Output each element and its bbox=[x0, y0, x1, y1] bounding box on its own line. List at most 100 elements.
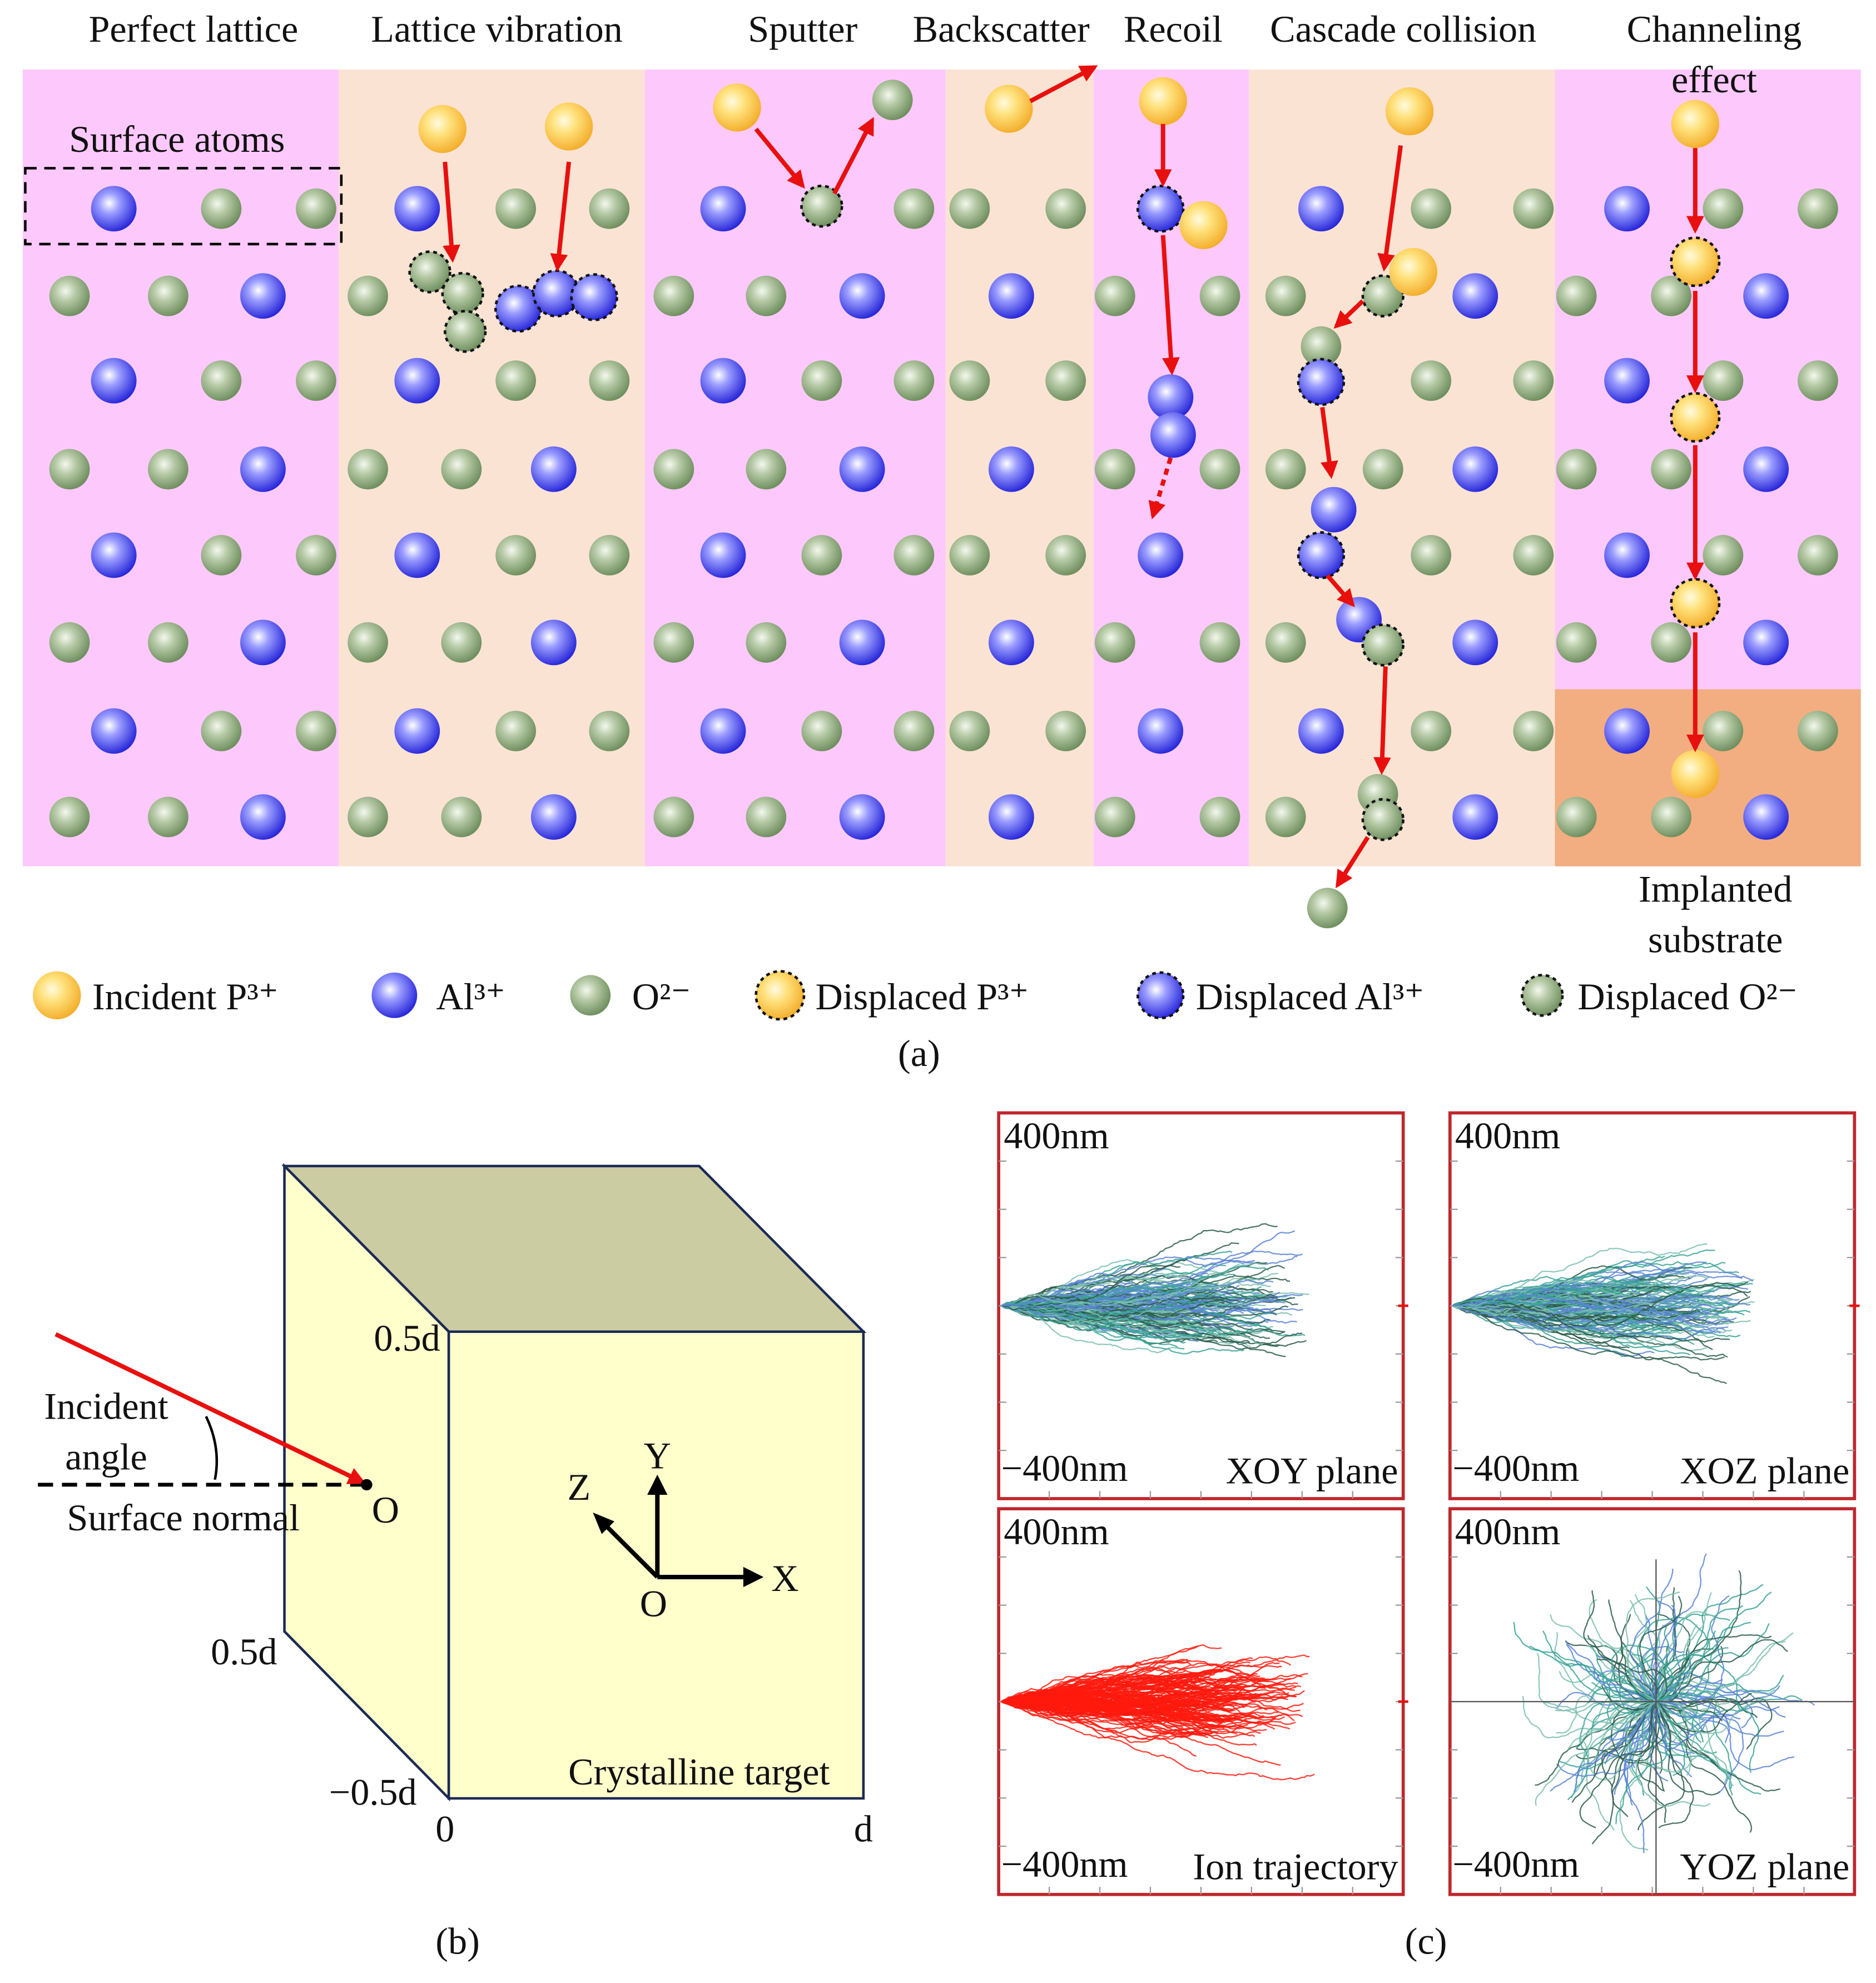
atom bbox=[1148, 374, 1194, 420]
arrow bbox=[1160, 235, 1180, 375]
atom bbox=[441, 449, 482, 490]
atom bbox=[1556, 796, 1597, 837]
atom bbox=[240, 446, 286, 492]
trajectory bbox=[1001, 1288, 1224, 1318]
atom bbox=[746, 622, 787, 663]
caption: (a) bbox=[898, 1032, 940, 1074]
atom bbox=[988, 273, 1034, 319]
trajectory bbox=[1452, 1304, 1661, 1322]
atom bbox=[570, 273, 618, 321]
trajectory bbox=[1452, 1282, 1748, 1308]
trajectory bbox=[1656, 1701, 1701, 1776]
atom bbox=[1298, 708, 1344, 754]
arrow bbox=[832, 117, 875, 195]
atom bbox=[988, 446, 1034, 492]
atom bbox=[700, 708, 746, 754]
atom bbox=[1361, 274, 1404, 318]
atom bbox=[495, 535, 536, 576]
trajectory bbox=[1615, 1701, 1668, 1825]
atom bbox=[988, 794, 1034, 840]
atom bbox=[1651, 275, 1692, 316]
atom bbox=[394, 532, 440, 578]
atom bbox=[1798, 711, 1838, 751]
dim-label: d bbox=[854, 1807, 873, 1850]
trajectory bbox=[1655, 1693, 1752, 1733]
trajectory bbox=[1001, 1293, 1235, 1320]
trajectory bbox=[1567, 1699, 1656, 1801]
atom bbox=[201, 711, 242, 751]
atom bbox=[1136, 185, 1185, 233]
atom bbox=[1298, 186, 1344, 232]
trajectory bbox=[1655, 1701, 1720, 1768]
trajectory bbox=[1452, 1305, 1728, 1319]
plot-top-label: 400nm bbox=[1455, 1510, 1560, 1553]
atom bbox=[49, 796, 90, 837]
atom bbox=[746, 275, 787, 316]
trajectory bbox=[1452, 1305, 1635, 1358]
atom bbox=[894, 188, 935, 229]
dim-label: 0 bbox=[435, 1807, 454, 1850]
plot-top-label: 400nm bbox=[1455, 1114, 1560, 1157]
atom bbox=[1671, 750, 1720, 799]
trajectory bbox=[1001, 1285, 1220, 1307]
atom bbox=[839, 794, 885, 840]
atom bbox=[1670, 236, 1721, 287]
atom bbox=[589, 535, 630, 576]
trajectories bbox=[1452, 1243, 1755, 1385]
atom bbox=[746, 449, 787, 490]
trajectory bbox=[1001, 1700, 1213, 1722]
atom bbox=[201, 360, 242, 401]
atom bbox=[91, 708, 137, 754]
trajectory bbox=[1655, 1701, 1694, 1828]
atom bbox=[1311, 487, 1357, 533]
atom bbox=[495, 188, 536, 229]
trajectory bbox=[1655, 1584, 1764, 1702]
trajectory bbox=[1452, 1301, 1730, 1343]
atom bbox=[394, 708, 440, 754]
column-title: Perfect lattice bbox=[88, 8, 298, 50]
trajectory bbox=[1529, 1645, 1657, 1702]
atom bbox=[1798, 188, 1838, 229]
trajectory bbox=[1001, 1701, 1296, 1743]
atom bbox=[653, 622, 694, 663]
trajectory bbox=[1001, 1677, 1233, 1703]
atom bbox=[894, 360, 935, 401]
atom bbox=[1385, 87, 1434, 136]
trajectory bbox=[1639, 1595, 1683, 1702]
atom bbox=[1671, 100, 1720, 148]
arrow bbox=[550, 161, 572, 272]
trajectory bbox=[1550, 1701, 1657, 1792]
atom bbox=[495, 360, 536, 401]
trajectory bbox=[1579, 1701, 1657, 1828]
trajectory bbox=[1656, 1639, 1788, 1703]
atom bbox=[148, 796, 188, 837]
atom bbox=[894, 535, 935, 576]
atom bbox=[201, 188, 242, 229]
trajectory bbox=[1655, 1695, 1803, 1724]
atom bbox=[1556, 449, 1597, 490]
trajectory bbox=[1656, 1595, 1730, 1706]
atom bbox=[755, 970, 806, 1021]
target-label: Crystalline target bbox=[568, 1751, 830, 1793]
atom bbox=[653, 275, 694, 316]
trajectory bbox=[1608, 1599, 1656, 1703]
atom bbox=[91, 358, 137, 404]
trajectory bbox=[1001, 1701, 1315, 1781]
axis-z bbox=[599, 1518, 659, 1579]
atom bbox=[296, 711, 336, 751]
trajectory bbox=[1452, 1304, 1690, 1356]
trajectory bbox=[1619, 1586, 1660, 1713]
trajectory bbox=[1001, 1659, 1297, 1703]
trajectory bbox=[1452, 1295, 1729, 1325]
atom bbox=[1452, 619, 1498, 666]
trajectory bbox=[1611, 1644, 1679, 1702]
plot-label: YOZ plane bbox=[1680, 1846, 1849, 1888]
origin-label: O bbox=[372, 1489, 399, 1531]
dim-label: 0.5d bbox=[211, 1630, 277, 1673]
axis-label: Y bbox=[644, 1434, 671, 1476]
atom bbox=[1703, 188, 1744, 229]
atom bbox=[1265, 275, 1306, 316]
atom bbox=[1411, 535, 1452, 576]
atom bbox=[49, 449, 90, 490]
atom bbox=[949, 188, 990, 229]
